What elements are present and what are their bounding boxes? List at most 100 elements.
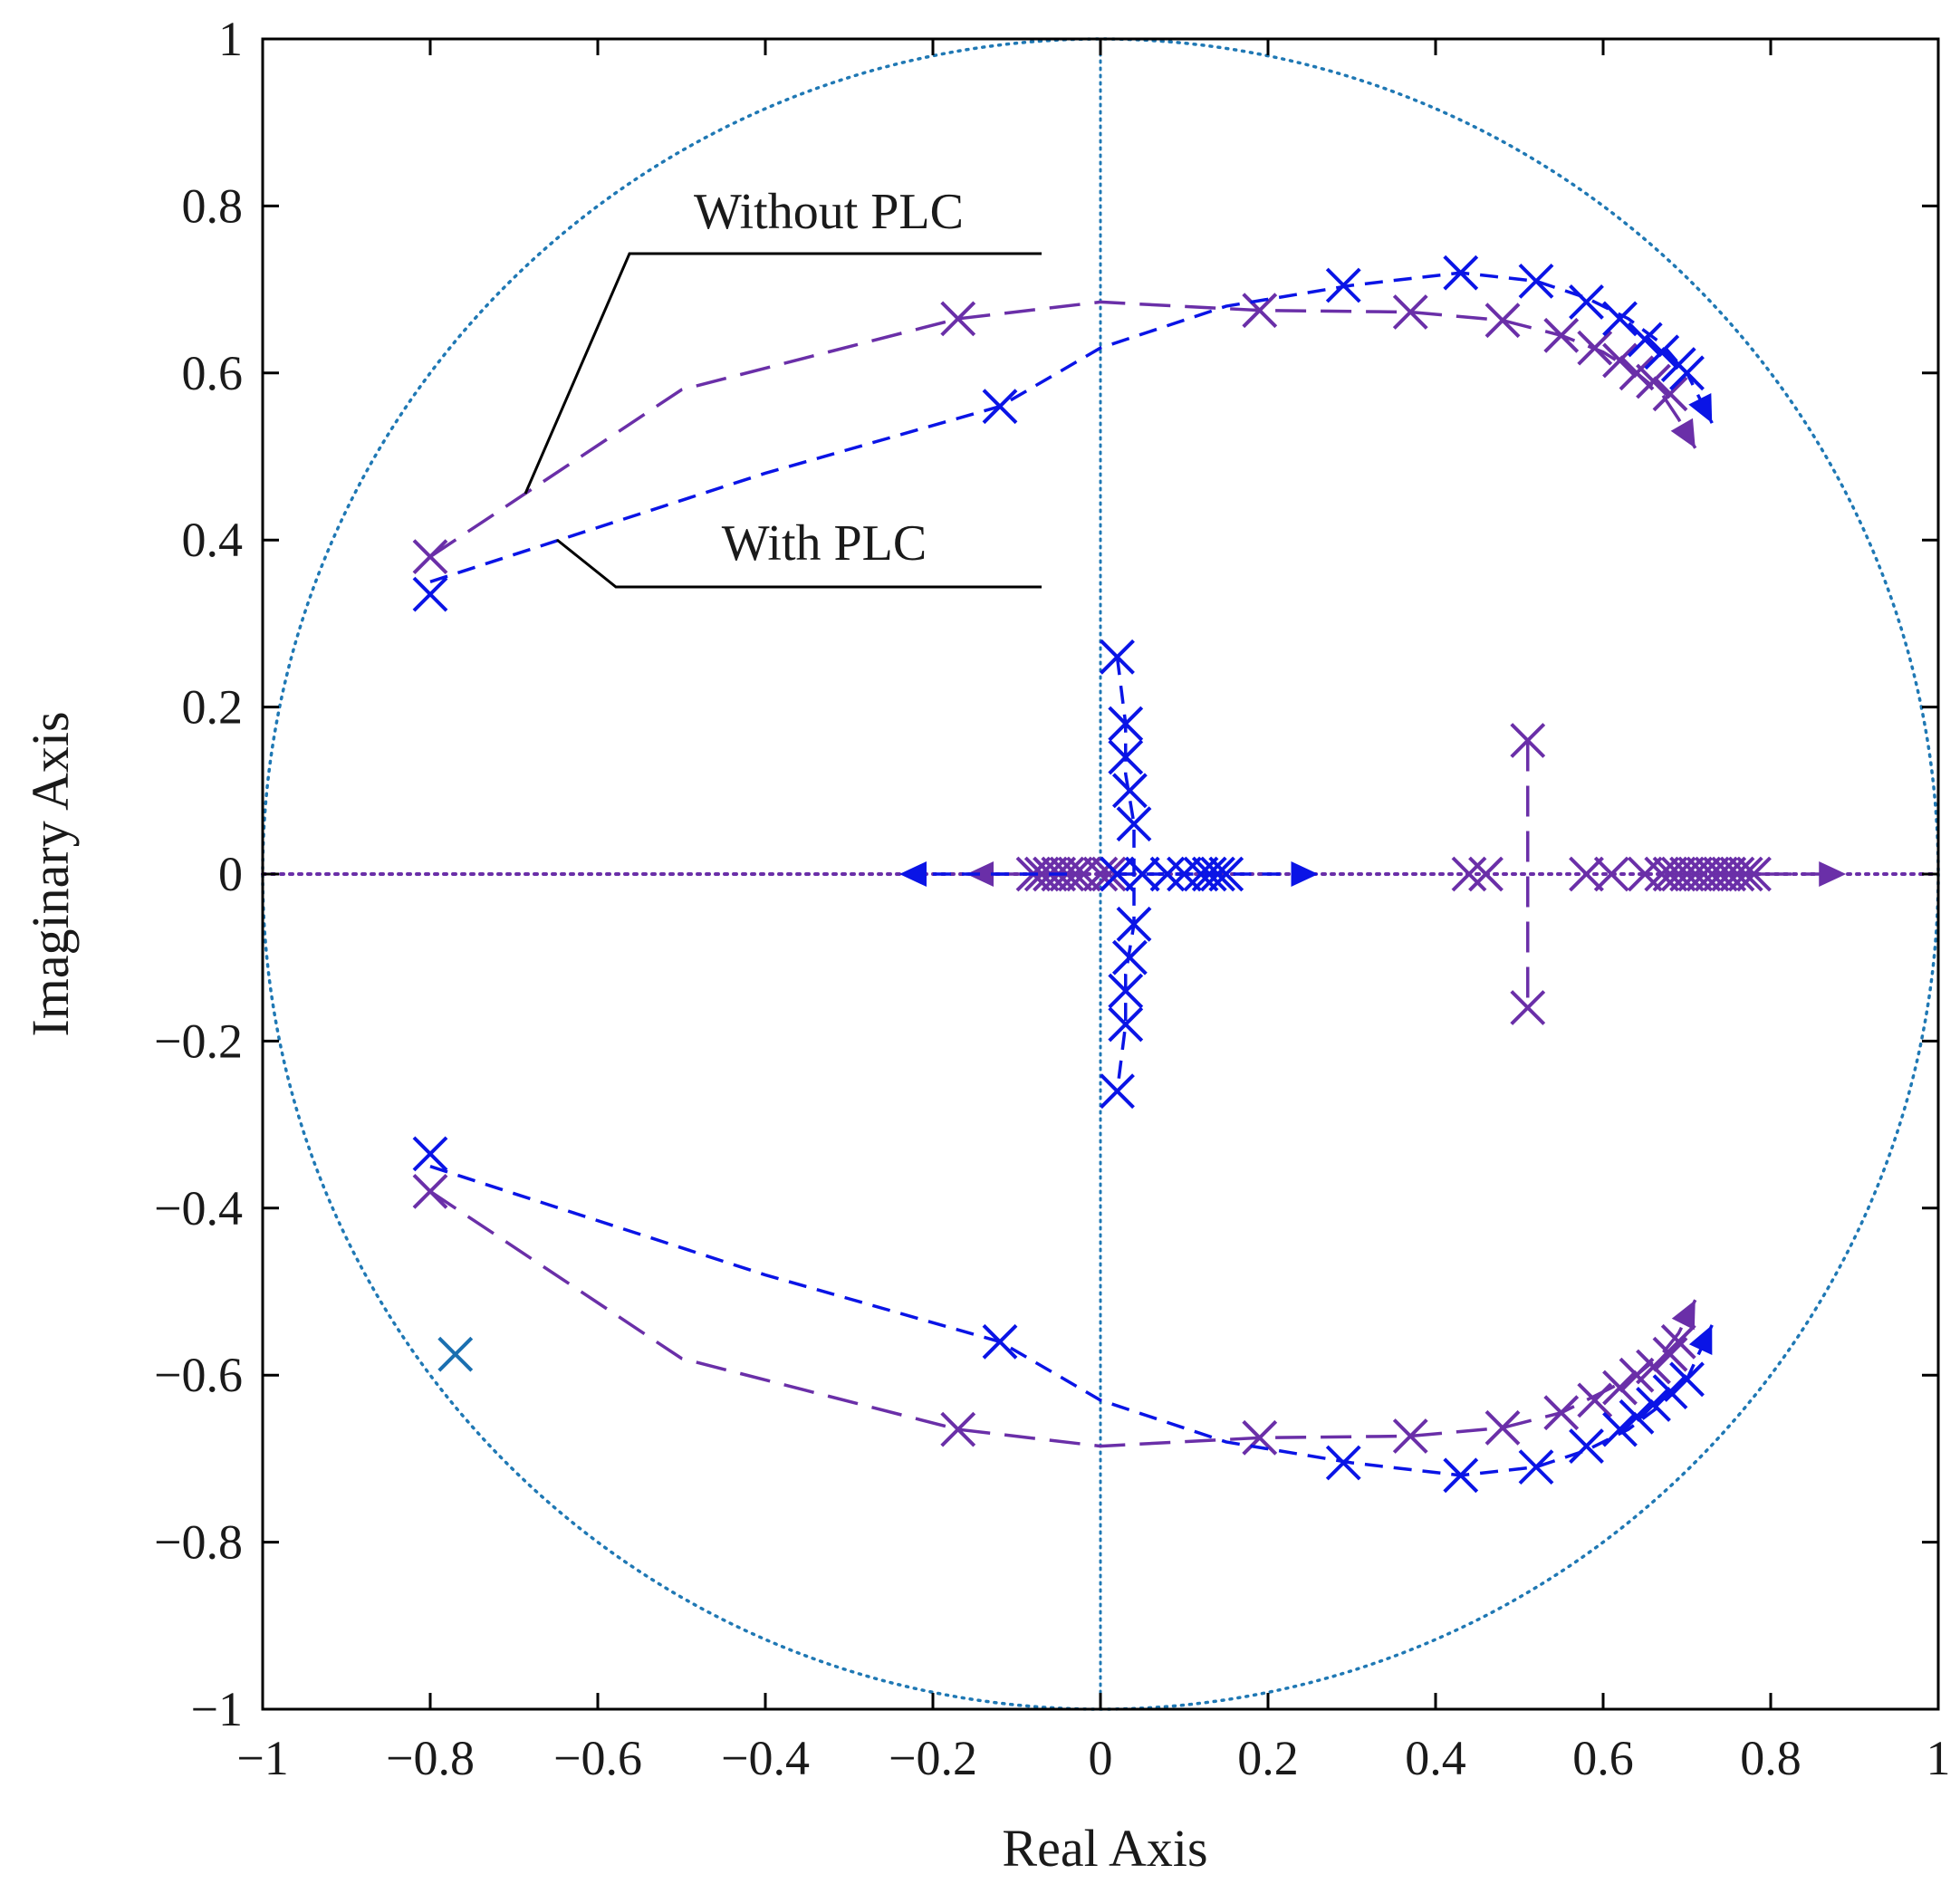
pole-marker [1569,284,1604,320]
pole-marker-stroke [1569,856,1604,892]
pole-marker-stroke [1392,294,1428,330]
pole-marker-stroke [1636,1387,1671,1422]
pole-marker [1090,856,1127,892]
locus-branch-line [429,300,1697,559]
pole-marker [1694,856,1730,892]
x-tick-label: −0.6 [553,1731,642,1785]
pole-marker-stroke [940,301,976,337]
pole-marker-stroke [1652,376,1688,412]
pole-marker [1703,856,1738,892]
pole-marker-stroke [1669,856,1705,892]
pole-marker-stroke [1686,856,1722,892]
pole-marker [1149,856,1186,892]
pole-marker-stroke [1484,303,1521,339]
pole-marker [1518,263,1554,299]
pole-marker-stroke [412,539,448,575]
pole-marker [1543,1395,1580,1431]
pole-marker [1577,1382,1613,1418]
without-plc-label: Without PLC [694,184,964,240]
pole-marker-stroke [1669,355,1705,391]
pole-marker [1111,939,1148,976]
pole-marker-stroke [1518,1449,1554,1485]
pole-marker-stroke [1191,856,1227,892]
series-layer [412,255,1847,1494]
pole-marker-stroke [1242,293,1278,329]
pole-marker-stroke [412,576,448,612]
y-axis-label: Imaginary Axis [21,711,80,1036]
pole-marker-stroke [1644,334,1680,370]
pole-marker [1468,856,1504,892]
pole-marker-stroke [1602,301,1638,337]
pole-marker [1652,376,1688,412]
pole-marker-stroke [1108,973,1144,1009]
pole-marker [1484,1409,1521,1446]
pole-marker-stroke [1652,1374,1688,1410]
pole-marker [1057,856,1093,892]
y-tick-label: 1 [218,12,243,66]
pole-marker [1392,1418,1428,1454]
pole-marker [1669,355,1705,391]
pole-marker [982,389,1018,425]
pole-marker [1443,255,1479,291]
y-tick-label: −0.2 [154,1014,243,1068]
pole-marker [940,301,976,337]
pole-marker-stroke [1543,317,1580,353]
pole-marker-stroke [1677,856,1714,892]
locus-arrow-head [1688,393,1713,424]
pole-marker-stroke [1100,1073,1135,1110]
annotations-layer: Without PLC With PLC [524,184,1042,589]
pole-marker-stroke [1443,1457,1479,1494]
y-tick-label: −0.6 [154,1348,243,1402]
pole-marker [1200,856,1235,892]
pole-marker-stroke [1593,856,1629,892]
pole-marker-stroke [1577,330,1613,366]
pole-marker-stroke [1167,856,1202,892]
pole-marker-stroke [1057,856,1093,892]
locus-branch-line [429,1189,1697,1448]
pole-marker [1100,856,1135,892]
pole-marker [1183,856,1219,892]
pole-marker [1100,1073,1135,1110]
pole-marker-stroke [1736,856,1772,892]
pole-marker [1602,301,1638,337]
pole-marker [1686,856,1722,892]
pole-marker-stroke [1619,1399,1655,1435]
x-tick-label: −0.8 [386,1731,475,1785]
pole-marker-stroke [1577,1382,1613,1418]
y-tick-label: 0.8 [182,178,244,233]
pole-marker-stroke [1149,856,1186,892]
pole-marker [1652,856,1688,892]
pole-marker-stroke [1627,322,1663,358]
pole-marker-stroke [1719,856,1755,892]
pole-marker [1208,856,1244,892]
x-axis-label: Real Axis [1002,1819,1207,1878]
pole-marker-stroke [1116,906,1152,942]
pole-marker [1660,1323,1696,1360]
pole-marker-stroke [1468,856,1504,892]
pole-marker [1577,330,1613,366]
pole-marker-stroke [1124,856,1160,892]
pole-marker-stroke [1644,856,1680,892]
pole-marker-stroke [1652,856,1688,892]
pole-marker-stroke [982,389,1018,425]
locus-arrow-head [1291,861,1319,887]
pole-marker [1619,1357,1655,1393]
series-without-plc [412,293,1847,1456]
pole-marker-stroke [1602,1370,1638,1406]
pole-marker-stroke [1619,355,1655,391]
y-tick-label: −0.4 [154,1181,243,1235]
pole-marker [1543,317,1580,353]
pole-marker [412,1173,448,1209]
x-tick-label: 0 [1089,1731,1113,1785]
pole-marker [1124,856,1160,892]
x-tick-label: 0.2 [1237,1731,1299,1785]
pole-marker [1167,856,1202,892]
pole-marker-stroke [1510,990,1546,1025]
locus-arrow-head [899,861,927,887]
x-tick-label: −0.4 [721,1731,810,1785]
pole-marker [1569,856,1604,892]
pole-marker [1443,1457,1479,1494]
pole-marker [437,1336,474,1372]
pole-marker-stroke [1569,284,1604,320]
